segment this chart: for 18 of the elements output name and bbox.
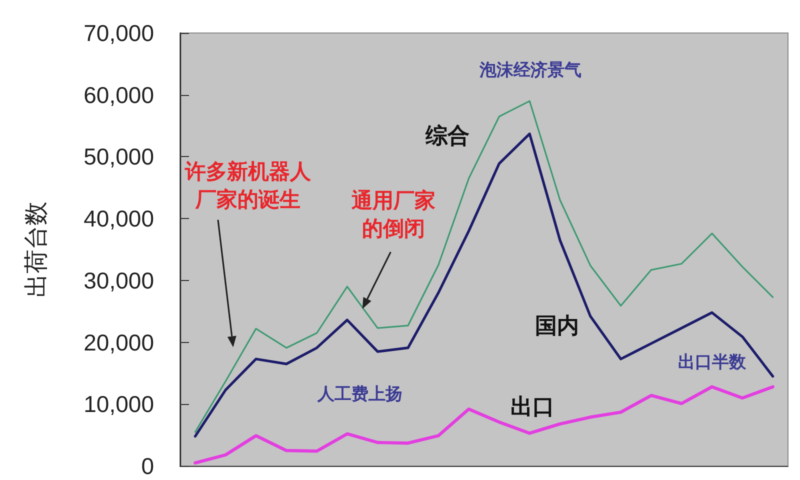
y-tick-label: 60,000: [84, 82, 154, 108]
annotation: 人工费上扬: [317, 383, 402, 406]
y-tick-label: 20,000: [84, 329, 154, 356]
series-label: 出口: [510, 394, 555, 423]
annotation: 通用厂家的倒闭: [350, 188, 437, 243]
y-tick-label: 10,000: [84, 391, 154, 418]
y-tick-label: 30,000: [84, 267, 154, 294]
y-axis-title: 出荷台数: [22, 202, 50, 298]
y-tick-label: 70,000: [84, 20, 154, 46]
series-label: 综合: [426, 123, 470, 152]
series-label: 国内: [534, 314, 579, 342]
annotation: 出口半数: [678, 352, 746, 375]
annotation: 许多新机器人厂家的诞生: [184, 158, 312, 214]
y-tick-label: 50,000: [84, 144, 154, 170]
annotation: 泡沫经济景气: [480, 59, 582, 82]
y-tick-label: 0: [141, 453, 154, 479]
line-series: [194, 385, 774, 465]
y-tick-label: 40,000: [84, 206, 154, 232]
